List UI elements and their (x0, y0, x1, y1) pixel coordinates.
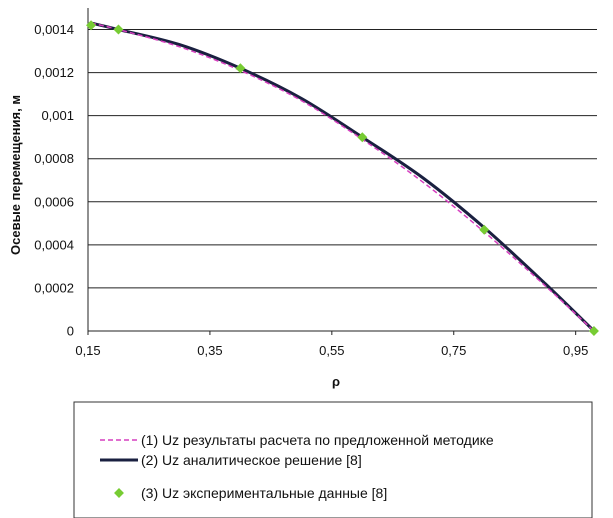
legend-label-series-2: (2) Uz аналитическое решение [8] (141, 452, 362, 468)
y-tick-label-5: 0,001 (41, 108, 74, 123)
y-tick-label-3: 0,0006 (34, 194, 74, 209)
series-3-point-1 (113, 24, 124, 35)
y-tick-label-7: 0,0014 (34, 22, 74, 37)
legend: (1) Uz результаты расчета по предложенно… (73, 401, 593, 518)
y-axis-title: Осевые перемещения, м (8, 95, 23, 255)
y-tick-label-0: 0 (67, 324, 74, 339)
grid-lines (88, 29, 597, 289)
series-3-point-4 (479, 224, 490, 235)
axes (87, 8, 597, 335)
y-tick-label-4: 0,0008 (34, 151, 74, 166)
legend-frame (73, 401, 593, 518)
series-3-point-5 (588, 326, 599, 336)
x-axis-title: ρ (332, 374, 340, 389)
y-tick-label-6: 0,0012 (34, 65, 74, 80)
series-2-line (90, 21, 595, 333)
series-layer (86, 20, 599, 336)
series-3-point-0 (86, 20, 97, 31)
legend-label-series-1: (1) Uz результаты расчета по предложенно… (141, 432, 494, 448)
x-tick-label-0: 0,15 (75, 343, 100, 358)
x-tick-label-2: 0,55 (319, 343, 344, 358)
series-3-point-2 (235, 63, 246, 74)
x-tick-label-1: 0,35 (197, 343, 222, 358)
x-tick-label-4: 0,95 (563, 343, 588, 358)
x-tick-label-3: 0,75 (441, 343, 466, 358)
y-tick-label-1: 0,0002 (34, 280, 74, 295)
series-3-point-3 (357, 132, 368, 143)
x-tick-labels: 0,15 0,35 0,55 0,75 0,95 (75, 343, 588, 358)
series-1-line (90, 22, 595, 332)
y-tick-label-2: 0,0004 (34, 237, 74, 252)
legend-label-series-3: (3) Uz экспериментальные данные [8] (141, 485, 387, 501)
y-tick-labels: 0 0,0002 0,0004 0,0006 0,0008 0,001 0,0012 0,00… (34, 22, 74, 338)
